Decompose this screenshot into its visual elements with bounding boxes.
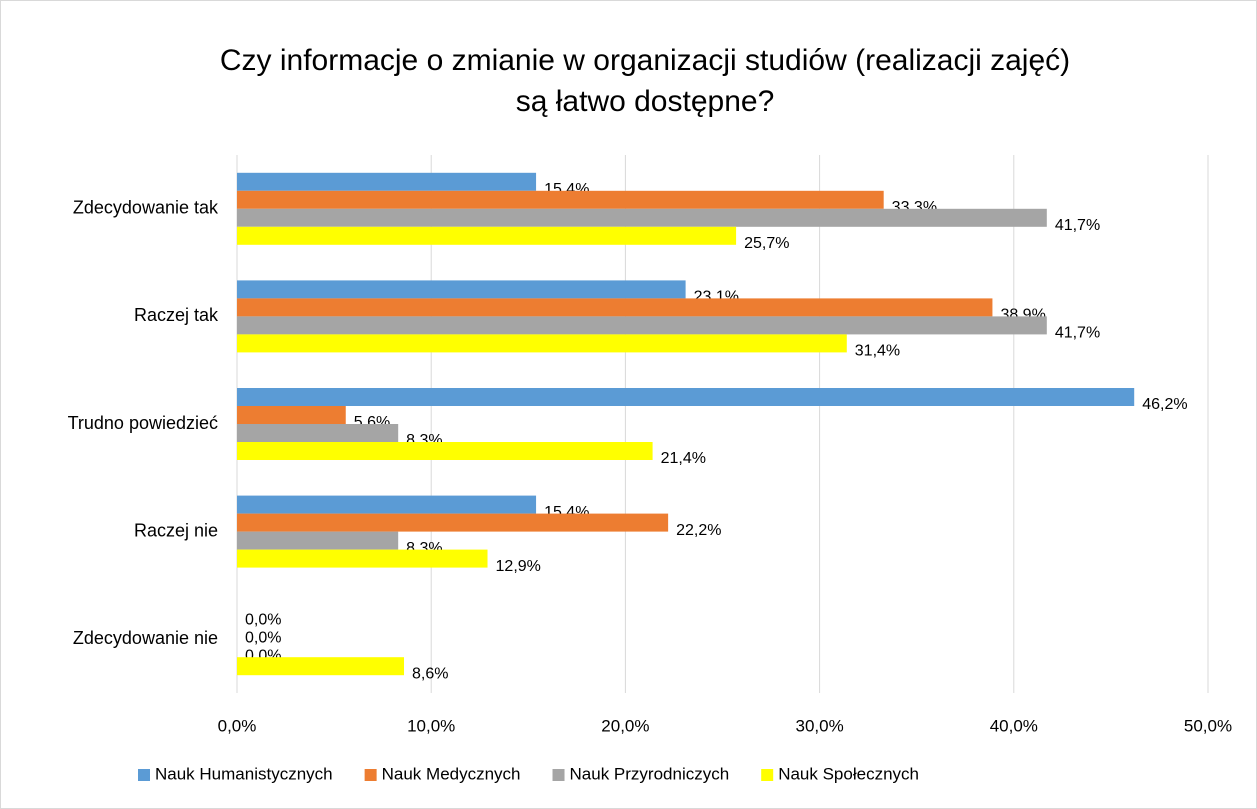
value-label: 41,7%: [1055, 217, 1100, 234]
value-label: 46,2%: [1142, 396, 1187, 413]
y-tick-label: Raczej nie: [134, 520, 218, 540]
bar: [237, 298, 993, 317]
legend-swatch: [552, 769, 565, 781]
value-label: 21,4%: [661, 450, 706, 467]
y-tick-label: Trudno powiedzieć: [68, 413, 218, 433]
legend-label: Nauk Przyrodniczych: [570, 764, 730, 783]
bar: [237, 442, 653, 460]
x-tick-label: 40,0%: [990, 716, 1038, 735]
legend-label: Nauk Medycznych: [382, 764, 521, 783]
bar: [237, 657, 405, 676]
bar: [237, 190, 884, 209]
x-tick-label: 0,0%: [218, 716, 257, 735]
x-tick-label: 10,0%: [407, 716, 455, 735]
bar: [237, 531, 399, 550]
bar: [237, 513, 669, 532]
x-tick-label: 30,0%: [795, 716, 843, 735]
bar: [237, 316, 1047, 335]
value-label: 41,7%: [1055, 325, 1100, 342]
legend-swatch: [138, 769, 150, 781]
legend-label: Nauk Społecznych: [778, 764, 919, 783]
legend-swatch: [761, 769, 774, 781]
value-label: 0,0%: [245, 629, 281, 646]
bar: [237, 226, 737, 245]
bar: [237, 388, 1135, 406]
bar: [237, 424, 399, 442]
y-tick-label: Raczej tak: [134, 305, 219, 325]
value-label: 31,4%: [855, 343, 900, 360]
y-tick-label: Zdecydowanie tak: [73, 198, 219, 218]
chart-title: są łatwo dostępne?: [516, 85, 775, 118]
chart-title: Czy informacje o zmianie w organizacji s…: [220, 44, 1070, 77]
value-label: 12,9%: [496, 558, 541, 575]
bar: [237, 208, 1047, 227]
bar: [237, 334, 847, 353]
value-label: 22,2%: [676, 522, 721, 539]
bar: [237, 495, 537, 514]
bar: [237, 172, 537, 191]
value-label: 0,0%: [245, 611, 281, 628]
legend-swatch: [364, 769, 377, 781]
x-tick-label: 50,0%: [1184, 716, 1232, 735]
value-label: 25,7%: [744, 235, 789, 252]
x-tick-label: 20,0%: [601, 716, 649, 735]
bar: [237, 549, 488, 568]
y-tick-label: Zdecydowanie nie: [73, 628, 218, 648]
value-label: 8,6%: [412, 665, 448, 682]
legend-label: Nauk Humanistycznych: [155, 764, 333, 783]
bar: [237, 280, 686, 299]
bar: [237, 406, 346, 424]
